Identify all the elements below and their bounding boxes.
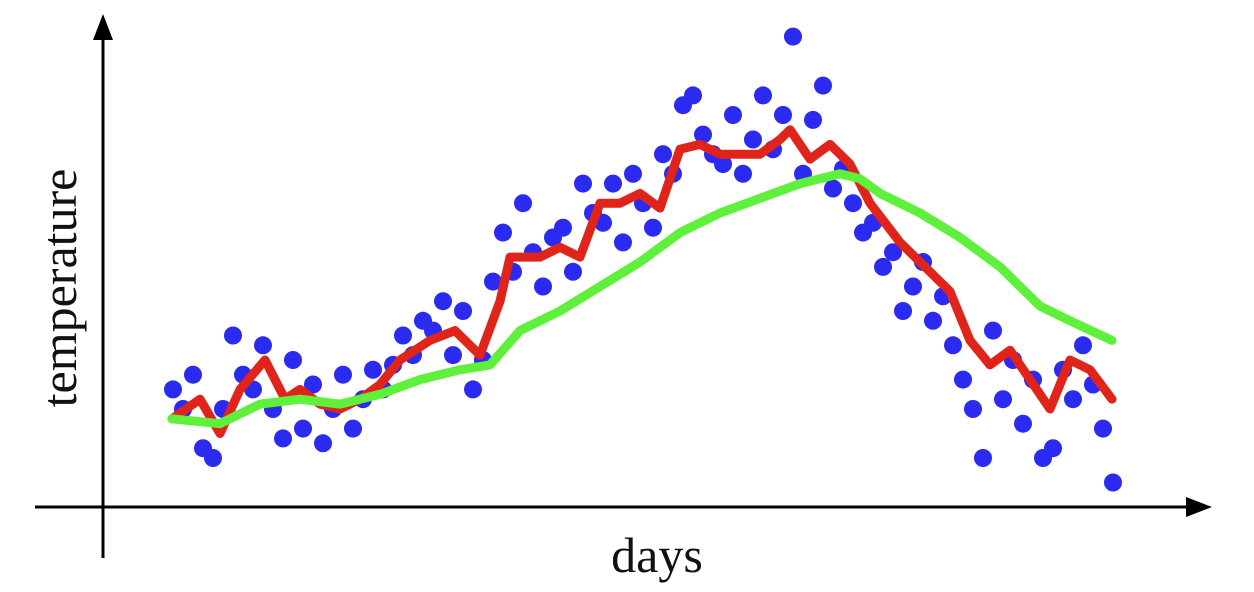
data-point <box>274 429 292 448</box>
data-point <box>884 243 902 262</box>
data-point <box>464 380 482 399</box>
data-point <box>754 86 772 105</box>
data-point <box>364 360 382 379</box>
data-point <box>824 179 842 198</box>
data-point <box>954 370 972 389</box>
data-point <box>1014 414 1032 433</box>
data-point <box>984 321 1002 340</box>
y-axis-arrow <box>93 14 113 40</box>
data-point <box>494 223 512 242</box>
data-point <box>784 27 802 46</box>
y-axis-label: temperature <box>31 169 87 408</box>
data-point <box>774 106 792 124</box>
data-point <box>714 155 732 173</box>
data-point <box>294 419 312 438</box>
data-point <box>734 164 752 183</box>
x-axis-arrow <box>1186 497 1212 517</box>
data-point <box>334 365 352 384</box>
data-point <box>574 174 592 193</box>
data-point <box>844 194 862 213</box>
data-point <box>804 110 822 129</box>
data-point <box>694 125 712 144</box>
data-point <box>1074 336 1092 355</box>
data-point <box>444 346 462 365</box>
data-point <box>994 390 1012 409</box>
data-point <box>924 311 942 330</box>
data-point <box>874 257 892 276</box>
data-point <box>1044 439 1062 458</box>
data-point <box>314 434 332 453</box>
data-point <box>184 365 202 384</box>
data-point <box>434 292 452 311</box>
data-point <box>684 86 702 105</box>
data-point <box>534 277 552 296</box>
data-point <box>974 449 992 467</box>
data-point <box>604 174 622 193</box>
data-point <box>1064 390 1082 409</box>
data-point <box>614 233 632 252</box>
data-point <box>344 419 362 438</box>
plot-area <box>164 27 1122 492</box>
data-point <box>514 194 532 213</box>
data-point <box>484 272 502 291</box>
data-point <box>744 130 762 149</box>
x-axis-label: days <box>611 527 703 583</box>
data-point <box>254 336 272 355</box>
data-point <box>284 351 302 369</box>
data-point <box>554 218 572 237</box>
data-point <box>204 449 222 467</box>
data-point <box>944 336 962 355</box>
data-point <box>904 277 922 296</box>
trend-line <box>167 169 1117 429</box>
data-point <box>224 326 242 345</box>
data-point <box>1104 473 1122 492</box>
data-point <box>964 400 982 418</box>
data-point <box>894 302 912 320</box>
data-point <box>454 302 472 320</box>
data-point <box>304 375 322 394</box>
data-point <box>624 164 642 183</box>
data-point <box>1094 419 1112 438</box>
data-point <box>564 262 582 281</box>
data-point <box>724 106 742 124</box>
data-point <box>394 326 412 345</box>
data-point <box>654 145 672 164</box>
data-point <box>814 76 832 95</box>
data-point <box>164 380 182 399</box>
data-point <box>644 218 662 237</box>
